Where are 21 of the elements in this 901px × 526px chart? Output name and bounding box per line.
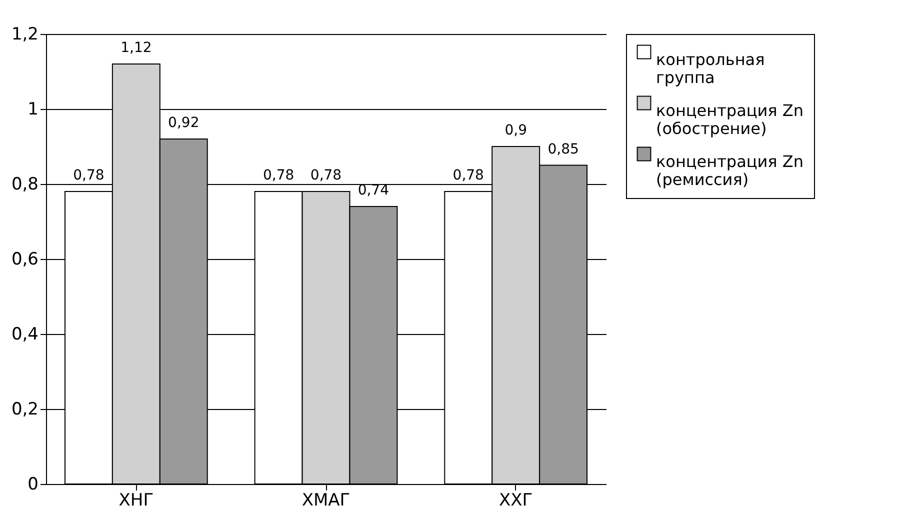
data-label: 0,9 [504,122,527,138]
x-tick-label: ХХГ [498,490,533,510]
data-label: 0,78 [73,168,104,184]
data-label: 0,85 [548,141,579,158]
legend-label: концентрация Zn (обострение) [656,101,804,138]
y-tick-label: 0,4 [11,324,38,344]
data-label: 0,78 [310,168,342,184]
data-label: 0,78 [452,168,484,184]
y-tick-label: 0 [28,474,38,494]
y-tick-label: 1,2 [11,24,38,44]
legend-label: концентрация Zn (ремиссия) [656,152,804,189]
data-label: 1,12 [120,40,152,56]
y-tick-label: 0,2 [11,400,38,420]
x-tick-label: ХНГ [118,490,154,510]
data-label: 0,92 [168,115,200,131]
y-tick-label: 1 [28,100,38,120]
y-tick-label: 0,8 [11,174,38,194]
data-label: 0,78 [262,168,294,184]
y-tick-label: 0,6 [11,250,38,270]
x-tick-label: ХМАГ [302,490,350,510]
legend-label: контрольная группа [656,50,765,87]
